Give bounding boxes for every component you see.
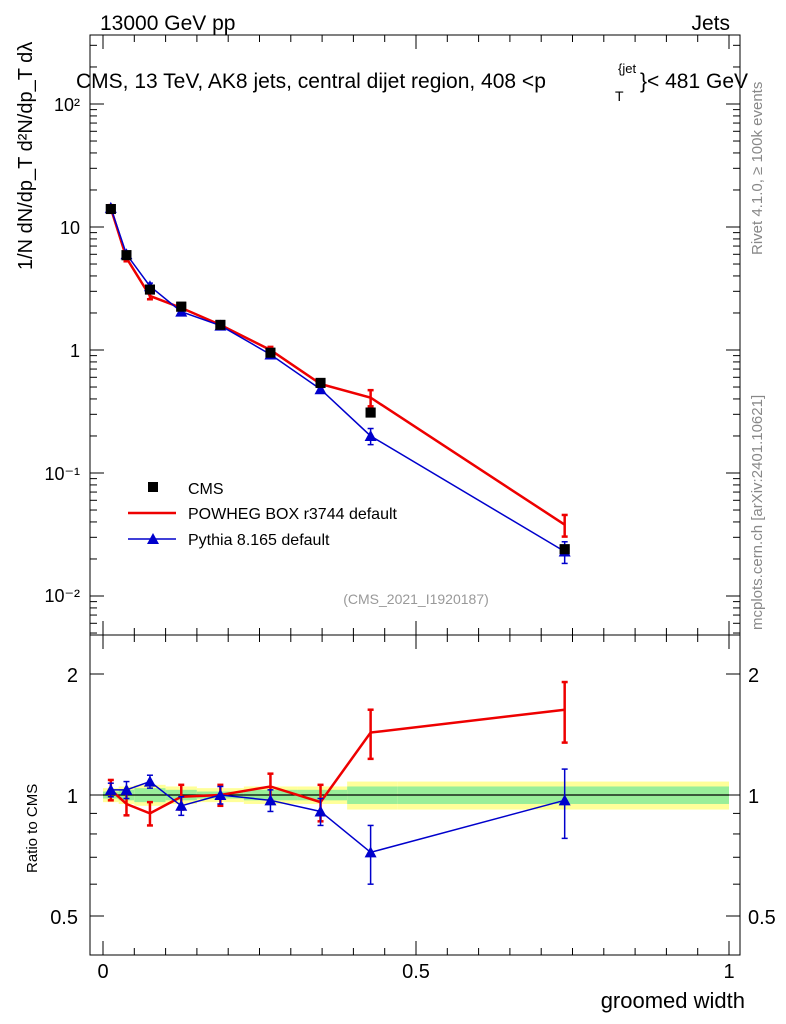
ratio-ytick-label-0.5-right: 0.5 — [748, 907, 776, 929]
ytick-label-10: 10 — [60, 218, 80, 238]
pythia-ratio-point — [364, 846, 377, 858]
legend: CMS POWHEG BOX r3744 default Pythia 8.16… — [128, 481, 398, 549]
main-series-line — [110, 207, 566, 553]
cms-point-top — [315, 377, 326, 388]
ratio-ytick-label-2: 2 — [67, 665, 78, 687]
ratio-ylabel: Ratio to CMS — [24, 784, 41, 873]
ratio-ytick-label-0.5: 0.5 — [50, 907, 78, 929]
pythia-ratio-point — [558, 794, 571, 806]
ytick-label-100: 10² — [54, 95, 80, 115]
xtick-label-0.5: 0.5 — [402, 961, 430, 983]
main-title-end: }< 481 GeV — [640, 70, 748, 93]
side-label-bottom: mcplots.cern.ch [arXiv:2401.10621] — [749, 395, 766, 630]
pythia-ratio-point — [314, 805, 327, 817]
ytick-label-0.1: 10⁻¹ — [44, 464, 80, 484]
main-title-sup: {jet — [618, 61, 636, 76]
cms-point-top — [365, 407, 376, 418]
main-series-line — [109, 207, 566, 526]
side-label-top: Rivet 4.1.0, ≥ 100k events — [749, 82, 766, 255]
pythia-ratio-point — [264, 794, 277, 806]
legend-cms-marker — [148, 482, 158, 492]
legend-pythia-label: Pythia 8.165 default — [188, 532, 330, 549]
ratio-ytick-label-2-right: 2 — [748, 665, 759, 687]
cms-point-top — [559, 544, 570, 555]
main-title-text: CMS, 13 TeV, AK8 jets, central dijet reg… — [76, 70, 546, 93]
analysis-id: (CMS_2021_I1920187) — [343, 591, 489, 607]
main-plot-marks — [90, 35, 740, 635]
xtick-label-1: 1 — [723, 961, 734, 983]
energy-label: 13000 GeV pp — [100, 12, 235, 35]
pythia-ratio-point — [120, 783, 133, 795]
ratio-ytick-labels: 0.5 1 2 0.5 1 2 — [50, 665, 776, 929]
pythia-point — [364, 429, 377, 441]
ratio-plot-marks — [90, 635, 740, 955]
cms-point-top — [121, 250, 132, 261]
xtick-label-0: 0 — [97, 961, 108, 983]
ytick-label-0.01: 10⁻² — [44, 586, 80, 606]
pythia-ratio-point — [104, 783, 117, 795]
legend-cms-label: CMS — [188, 481, 224, 498]
cms-point-top — [265, 347, 276, 358]
legend-pythia-marker — [147, 533, 159, 544]
cms-point-top — [176, 301, 187, 312]
main-title: CMS, 13 TeV, AK8 jets, central dijet reg… — [76, 70, 546, 93]
xlabel: groomed width — [601, 988, 745, 1013]
main-ylabel: 1/N dN/dp_T d²N/dp_T dλ — [15, 42, 37, 270]
pythia-ratio-point — [143, 775, 156, 787]
pythia-ratio-point — [214, 789, 227, 800]
xtick-labels: 0 0.5 1 — [97, 961, 734, 983]
cms-point-top — [215, 319, 226, 330]
main-title-sub: T — [615, 88, 624, 104]
ytick-label-1: 1 — [70, 341, 80, 361]
cms-point-top — [105, 204, 116, 215]
main-ytick-labels: 10⁻² 10⁻¹ 1 10 10² — [44, 95, 80, 606]
category-label: Jets — [691, 12, 730, 35]
cms-point-top — [144, 284, 155, 295]
pythia-point — [314, 383, 327, 395]
pythia-ratio-point — [175, 799, 188, 811]
legend-powheg-label: POWHEG BOX r3744 default — [188, 506, 398, 523]
ratio-ytick-label-1: 1 — [67, 786, 78, 808]
ratio-ytick-label-1-right: 1 — [748, 786, 759, 808]
